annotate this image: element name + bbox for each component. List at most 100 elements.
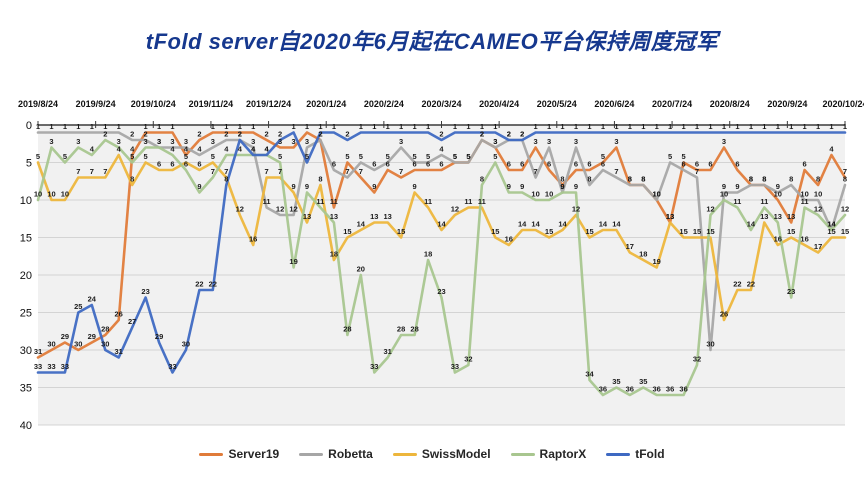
svg-text:8: 8 [789, 175, 793, 184]
svg-text:1: 1 [803, 122, 807, 131]
svg-text:1: 1 [547, 122, 551, 131]
svg-text:10: 10 [774, 190, 782, 199]
series-line-Robetta [36, 131, 847, 352]
svg-text:1: 1 [49, 122, 53, 131]
svg-text:11: 11 [760, 197, 768, 206]
svg-text:2019/12/24: 2019/12/24 [246, 99, 291, 109]
svg-text:2: 2 [439, 130, 443, 139]
svg-text:1: 1 [708, 122, 712, 131]
svg-text:3: 3 [144, 137, 148, 146]
svg-text:3: 3 [117, 137, 121, 146]
svg-text:8: 8 [628, 175, 632, 184]
svg-text:30: 30 [706, 340, 714, 349]
svg-text:1: 1 [426, 122, 430, 131]
svg-text:4: 4 [265, 145, 270, 154]
svg-text:14: 14 [599, 220, 608, 229]
swissmodel-line-swatch [392, 452, 417, 456]
svg-text:3: 3 [251, 137, 255, 146]
svg-text:16: 16 [505, 235, 513, 244]
svg-text:1: 1 [76, 122, 80, 131]
svg-text:2: 2 [345, 130, 349, 139]
svg-text:10: 10 [61, 190, 69, 199]
svg-text:1: 1 [466, 122, 470, 131]
svg-text:23: 23 [787, 287, 795, 296]
svg-text:15: 15 [491, 227, 499, 236]
svg-text:26: 26 [115, 310, 123, 319]
svg-text:1: 1 [103, 122, 107, 131]
svg-text:15: 15 [693, 227, 701, 236]
svg-text:2: 2 [144, 130, 148, 139]
svg-text:6: 6 [157, 160, 161, 169]
svg-text:12: 12 [236, 205, 244, 214]
svg-text:7: 7 [76, 167, 80, 176]
svg-text:4: 4 [197, 145, 202, 154]
legend-label-robetta: Robetta [328, 447, 373, 461]
svg-text:10: 10 [800, 190, 808, 199]
svg-text:18: 18 [330, 250, 338, 259]
svg-text:15: 15 [827, 227, 835, 236]
svg-text:3: 3 [534, 137, 538, 146]
svg-text:10: 10 [653, 190, 661, 199]
svg-text:16: 16 [249, 235, 257, 244]
svg-text:10: 10 [34, 190, 42, 199]
svg-text:36: 36 [599, 385, 607, 394]
svg-text:4: 4 [238, 145, 243, 154]
svg-text:2019/8/24: 2019/8/24 [18, 99, 58, 109]
svg-text:17: 17 [626, 242, 634, 251]
svg-text:7: 7 [265, 167, 269, 176]
svg-text:8: 8 [318, 175, 322, 184]
svg-text:36: 36 [626, 385, 634, 394]
svg-text:2: 2 [103, 130, 107, 139]
svg-text:23: 23 [437, 287, 445, 296]
svg-text:9: 9 [305, 182, 309, 191]
legend-item-robetta: Robetta [299, 447, 373, 461]
svg-text:1: 1 [36, 122, 40, 131]
svg-text:1: 1 [170, 122, 174, 131]
svg-text:2020/3/24: 2020/3/24 [421, 99, 461, 109]
svg-text:22: 22 [195, 280, 203, 289]
svg-text:8: 8 [749, 175, 753, 184]
svg-text:3: 3 [157, 137, 161, 146]
svg-text:8: 8 [560, 175, 564, 184]
svg-text:15: 15 [585, 227, 593, 236]
svg-text:5: 5 [130, 152, 134, 161]
svg-text:1: 1 [224, 122, 228, 131]
svg-text:33: 33 [34, 362, 42, 371]
svg-text:29: 29 [88, 332, 96, 341]
svg-text:8: 8 [816, 175, 820, 184]
svg-text:3: 3 [49, 137, 53, 146]
svg-text:6: 6 [547, 160, 551, 169]
svg-text:8: 8 [641, 175, 645, 184]
series-line-SwissModel [36, 153, 847, 322]
svg-text:1: 1 [372, 122, 376, 131]
svg-text:13: 13 [666, 212, 674, 221]
svg-text:9: 9 [735, 182, 739, 191]
svg-text:10: 10 [720, 190, 728, 199]
svg-text:8: 8 [749, 175, 753, 184]
svg-text:5: 5 [413, 152, 417, 161]
svg-text:6: 6 [803, 160, 807, 169]
svg-text:1: 1 [655, 122, 659, 131]
svg-text:7: 7 [345, 167, 349, 176]
svg-text:11: 11 [316, 197, 324, 206]
svg-text:30: 30 [101, 340, 109, 349]
svg-text:34: 34 [585, 370, 594, 379]
svg-text:4: 4 [117, 145, 122, 154]
svg-text:33: 33 [168, 362, 176, 371]
svg-text:32: 32 [464, 355, 472, 364]
svg-text:1: 1 [749, 122, 753, 131]
svg-text:15: 15 [545, 227, 553, 236]
svg-text:3: 3 [399, 137, 403, 146]
svg-text:6: 6 [170, 160, 174, 169]
svg-text:18: 18 [424, 250, 432, 259]
svg-text:15: 15 [841, 227, 849, 236]
svg-text:3: 3 [547, 137, 551, 146]
svg-text:9: 9 [560, 182, 564, 191]
svg-text:5: 5 [601, 152, 605, 161]
svg-text:1: 1 [211, 122, 215, 131]
svg-text:5: 5 [26, 158, 32, 170]
svg-text:20: 20 [357, 265, 365, 274]
